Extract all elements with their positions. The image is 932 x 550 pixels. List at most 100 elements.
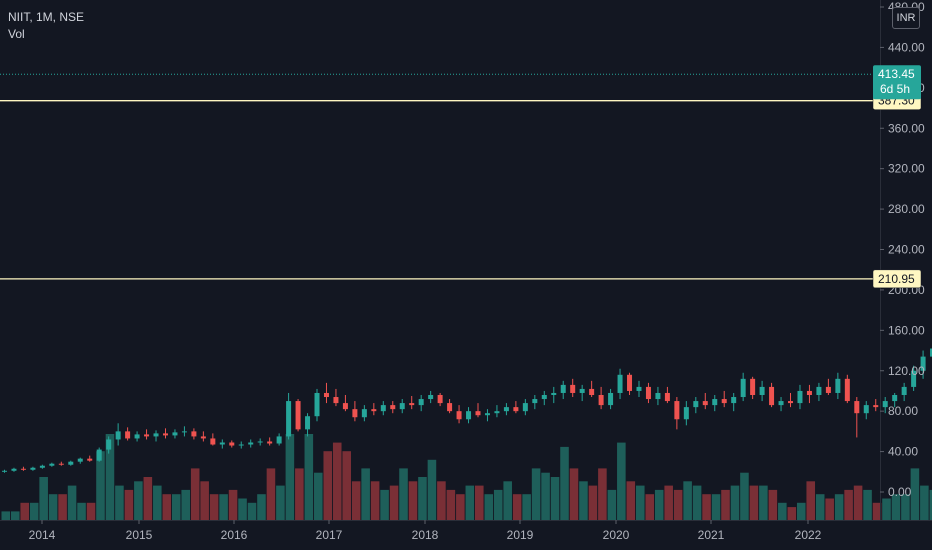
candle-body (238, 444, 244, 446)
candle-body (144, 434, 150, 437)
candle-body (598, 395, 604, 406)
candle-body (295, 401, 301, 430)
volume-bar (806, 481, 816, 520)
candle (816, 382, 822, 402)
volume-bar (617, 442, 626, 520)
candle-body (920, 356, 926, 371)
candle-body (134, 434, 140, 439)
volume-bar (541, 472, 550, 520)
candle (835, 372, 841, 400)
candle-body (172, 432, 178, 436)
candle-body (892, 395, 898, 402)
candle (219, 439, 225, 449)
candle (87, 455, 93, 462)
candle (144, 429, 150, 440)
volume-bar (295, 468, 304, 520)
volume-indicator-label[interactable]: Vol (8, 27, 25, 41)
time-axis[interactable]: 2014 2015 2016 2017 2018 2019 2020 2021 2022 (29, 520, 822, 542)
candle (115, 423, 121, 446)
candle-body (797, 390, 803, 404)
level-price-tag[interactable]: 210.95 (872, 269, 922, 289)
candle-body (399, 403, 405, 410)
candle (674, 397, 680, 430)
candle (58, 461, 64, 466)
candle (390, 401, 396, 414)
volume-bar (778, 502, 787, 520)
year-label: 2014 (29, 528, 56, 542)
volume-bar (323, 451, 333, 520)
candle-body (645, 386, 651, 400)
volume-bar (607, 489, 617, 520)
candle (106, 436, 112, 454)
volume-bar (418, 477, 427, 520)
candle (494, 405, 500, 418)
candle (286, 392, 292, 440)
candle-body (39, 465, 45, 468)
price-tick-label: 360.00 (888, 121, 925, 135)
candle (20, 466, 26, 471)
volume-bar (759, 485, 768, 520)
candle-body (49, 463, 55, 466)
candle-body (257, 441, 263, 443)
volume-bar (171, 494, 181, 520)
candle (248, 439, 254, 448)
volume-bar (787, 507, 797, 520)
candle-body (352, 409, 358, 418)
price-tick-label: 280.00 (888, 202, 925, 216)
currency-badge[interactable]: INR (892, 7, 920, 29)
volume-bar (863, 489, 872, 520)
volume-bar (153, 485, 162, 520)
candle-body (456, 411, 462, 420)
candle (49, 462, 55, 467)
candle-body (409, 403, 415, 406)
candle-body (740, 378, 746, 398)
volume-bar (10, 511, 20, 520)
candle (466, 407, 472, 424)
candle-body (617, 374, 623, 393)
candle-body (58, 463, 64, 465)
candle-body (911, 370, 917, 387)
candle-body (418, 399, 424, 406)
volume-bar (635, 485, 645, 520)
volume-bar (266, 468, 276, 520)
volume-bar (200, 481, 209, 520)
candle (333, 388, 339, 407)
price-tick-label: 40.00 (888, 445, 918, 459)
candle-body (191, 431, 197, 437)
candle (200, 431, 206, 442)
volume-bar (86, 502, 96, 520)
candle (664, 386, 670, 404)
candle-body (342, 403, 348, 410)
symbol-title[interactable]: NIIT, 1M, NSE (8, 10, 85, 24)
candle (181, 426, 187, 437)
volume-bar (626, 481, 636, 520)
candle (522, 399, 528, 416)
candle-body (579, 388, 585, 393)
candle-body (371, 409, 377, 412)
volume-bars (1, 434, 932, 520)
candle (825, 378, 831, 395)
volume-bar (332, 442, 342, 520)
volume-bar (238, 498, 247, 520)
candle-body (636, 386, 642, 391)
candle (191, 428, 197, 440)
volume-bar (910, 468, 920, 520)
level-tag-label: 210.95 (878, 272, 915, 286)
chart-legend: NIIT, 1M, NSE Vol (8, 9, 84, 43)
candle (560, 380, 566, 400)
candle (901, 382, 907, 402)
volume-bar (901, 494, 910, 520)
candle-body (532, 399, 538, 404)
candle (778, 397, 784, 412)
candle (125, 427, 131, 441)
candle (96, 447, 102, 462)
candle-body (447, 403, 453, 412)
volume-bar (815, 494, 825, 520)
volume-bar (304, 434, 314, 520)
volume-bar (20, 502, 30, 520)
volume-bar (181, 489, 190, 520)
candle-body (428, 395, 434, 400)
candle-body (390, 405, 396, 410)
